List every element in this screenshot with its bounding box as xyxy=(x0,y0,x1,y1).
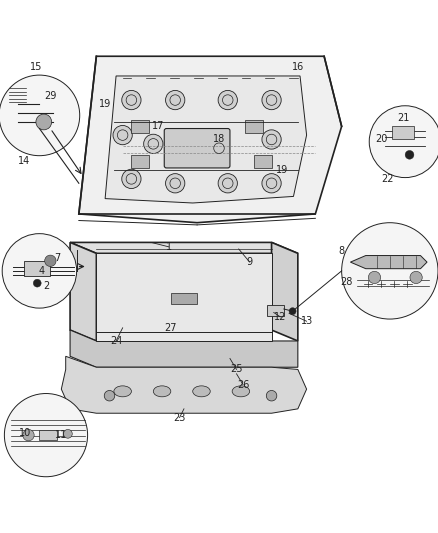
FancyBboxPatch shape xyxy=(164,128,230,168)
Circle shape xyxy=(144,134,163,154)
Circle shape xyxy=(64,430,72,438)
Circle shape xyxy=(113,125,132,145)
Bar xyxy=(131,120,149,133)
Text: 14: 14 xyxy=(18,156,30,166)
Circle shape xyxy=(23,430,34,441)
Text: 17: 17 xyxy=(152,122,164,131)
Bar xyxy=(171,293,197,304)
Text: 7: 7 xyxy=(54,253,60,263)
Polygon shape xyxy=(350,255,427,269)
Circle shape xyxy=(262,130,281,149)
Text: 1: 1 xyxy=(166,242,172,252)
Bar xyxy=(24,261,50,276)
Circle shape xyxy=(166,91,185,110)
Circle shape xyxy=(122,91,141,110)
Ellipse shape xyxy=(114,386,131,397)
Circle shape xyxy=(0,75,80,156)
Text: 12: 12 xyxy=(274,312,286,322)
Text: 20: 20 xyxy=(375,134,387,144)
Text: 22: 22 xyxy=(381,174,394,184)
Circle shape xyxy=(36,114,52,130)
Polygon shape xyxy=(96,253,272,341)
Text: 19: 19 xyxy=(99,100,111,109)
Polygon shape xyxy=(79,56,342,223)
Bar xyxy=(254,155,272,168)
Bar xyxy=(245,120,263,133)
Text: 15: 15 xyxy=(30,62,42,72)
Text: 8: 8 xyxy=(339,246,345,256)
Circle shape xyxy=(218,91,237,110)
Text: 27: 27 xyxy=(165,323,177,333)
Text: 9: 9 xyxy=(247,257,253,267)
Circle shape xyxy=(218,174,237,193)
Text: 29: 29 xyxy=(44,91,57,101)
Text: 25: 25 xyxy=(230,365,243,374)
Circle shape xyxy=(33,279,41,287)
Text: 23: 23 xyxy=(173,413,186,423)
Text: 26: 26 xyxy=(237,379,249,390)
Circle shape xyxy=(266,391,277,401)
Bar xyxy=(131,155,149,168)
Ellipse shape xyxy=(153,386,171,397)
Text: 21: 21 xyxy=(397,112,409,123)
Circle shape xyxy=(209,139,229,158)
Polygon shape xyxy=(105,76,307,203)
Circle shape xyxy=(2,233,77,308)
Circle shape xyxy=(342,223,438,319)
Polygon shape xyxy=(272,243,298,341)
Polygon shape xyxy=(70,243,96,341)
Text: 24: 24 xyxy=(110,336,122,346)
Polygon shape xyxy=(70,330,298,367)
Circle shape xyxy=(104,391,115,401)
Circle shape xyxy=(166,174,185,193)
Circle shape xyxy=(410,271,422,284)
Circle shape xyxy=(4,393,88,477)
Circle shape xyxy=(45,255,56,266)
Text: 4: 4 xyxy=(39,266,45,276)
Text: 2: 2 xyxy=(43,281,49,291)
Text: 13: 13 xyxy=(300,316,313,326)
Text: 28: 28 xyxy=(340,277,352,287)
Bar xyxy=(392,126,414,140)
Text: 10: 10 xyxy=(19,428,32,438)
Circle shape xyxy=(289,308,296,314)
Text: 16: 16 xyxy=(292,62,304,72)
Circle shape xyxy=(262,174,281,193)
Text: 18: 18 xyxy=(213,134,225,144)
Circle shape xyxy=(122,169,141,189)
Circle shape xyxy=(405,150,414,159)
Bar xyxy=(39,430,57,440)
Bar xyxy=(267,304,284,316)
Text: 11: 11 xyxy=(55,430,67,440)
Polygon shape xyxy=(61,356,307,413)
Ellipse shape xyxy=(232,386,250,397)
Ellipse shape xyxy=(193,386,210,397)
Circle shape xyxy=(262,91,281,110)
Polygon shape xyxy=(70,243,298,253)
Text: 19: 19 xyxy=(276,165,289,175)
Circle shape xyxy=(369,106,438,177)
Circle shape xyxy=(368,271,381,284)
